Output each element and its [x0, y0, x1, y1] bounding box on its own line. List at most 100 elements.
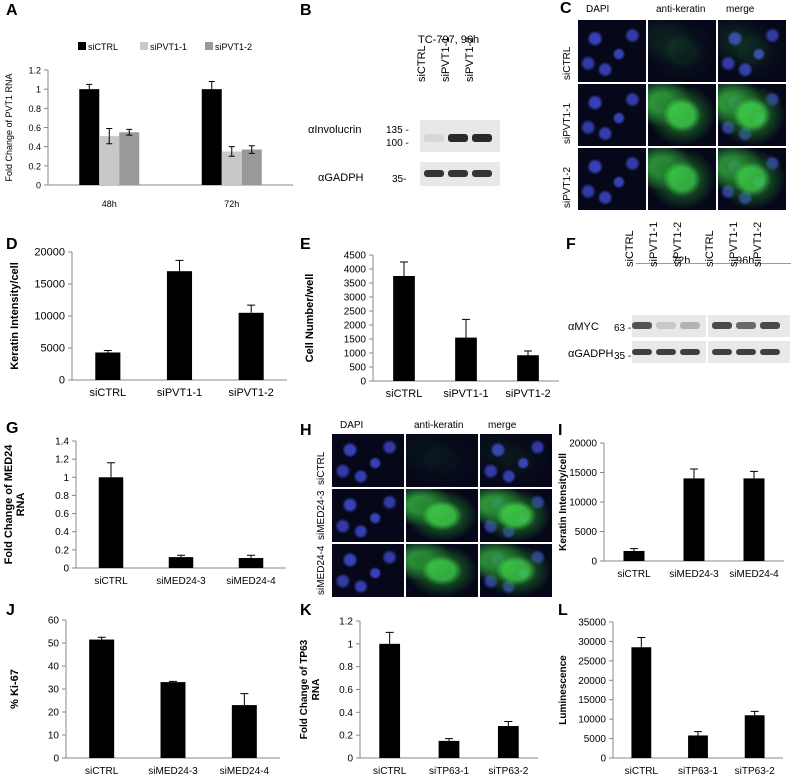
micro-column-label: merge	[726, 4, 755, 15]
chart-l-error-bar	[637, 637, 646, 648]
chart-a-bar	[79, 89, 100, 185]
chart-k-error-bar	[445, 738, 453, 741]
chart-a-error-bar	[86, 83, 93, 95]
chart-g-y-tick-label: 1.4	[55, 437, 69, 448]
chart-l-y-tick-label: 30000	[578, 637, 606, 648]
chart-i-x-tick-label: siCTRL	[617, 569, 651, 580]
chart-i-y-tick-label: 10000	[569, 498, 597, 509]
chart-g-error-bar	[247, 554, 255, 559]
panel-label-i: I	[558, 422, 563, 439]
blot-lane-label: siCTRL	[624, 230, 636, 267]
blot-f-row-label-myc: αMYC	[568, 321, 599, 333]
chart-l-y-tick-label: 10000	[578, 715, 606, 726]
chart-d-y-tick-label: 10000	[34, 311, 65, 323]
blot-band	[760, 322, 780, 329]
chart-l-luminescence: 0 5000 10000 15000 20000 25000 30000 35000 Lumin…	[558, 618, 783, 777]
micro-tile	[578, 84, 646, 146]
panel-label-g: G	[6, 420, 19, 437]
chart-g-y-tick-label: 0	[63, 564, 69, 575]
chart-l-bar	[631, 647, 652, 758]
chart-j-bar	[231, 705, 257, 758]
chart-j-bar	[89, 639, 115, 758]
chart-k-y-axis-label: Fold Change of TP63	[299, 639, 310, 739]
chart-g-bar	[98, 477, 124, 568]
chart-l-y-tick-label: 15000	[578, 695, 606, 706]
micro-tile	[648, 148, 716, 210]
micro-column-label: DAPI	[340, 420, 364, 431]
blot-b-marker-35: 35-	[392, 174, 407, 185]
chart-a-legend-label: siPVT1-1	[150, 42, 187, 52]
chart-e-y-axis-label: Cell Number/well	[304, 274, 316, 363]
chart-j-x-tick-label: siCTRL	[85, 766, 119, 777]
chart-d-bar	[238, 312, 264, 380]
chart-i-y-axis-label: Keratin Intensity/cell	[558, 453, 569, 551]
chart-g-y-axis-label-unit: RNA	[15, 493, 27, 517]
chart-a-bar	[99, 136, 120, 185]
chart-i-y-tick-label: 5000	[575, 527, 598, 538]
chart-e-y-tick-label: 1500	[344, 335, 367, 346]
chart-a-bar	[241, 149, 262, 185]
micro-tile	[648, 84, 716, 146]
blot-lane-label: siCTRL	[704, 230, 716, 267]
panel-label-j: J	[6, 602, 15, 619]
chart-d-bar	[166, 271, 193, 380]
panel-label-c: C	[560, 0, 572, 17]
chart-l-y-tick-label: 5000	[584, 734, 607, 745]
micro-tile	[332, 434, 404, 487]
chart-k-x-tick-label: siTP63-2	[488, 766, 528, 777]
chart-d-bar	[95, 352, 121, 380]
chart-k-x-tick-label: siCTRL	[373, 766, 407, 777]
chart-e-y-tick-label: 1000	[344, 349, 367, 360]
chart-j-y-tick-label: 50	[48, 639, 60, 650]
chart-j-y-tick-label: 0	[53, 754, 59, 765]
micro-tile	[406, 434, 478, 487]
chart-d-y-tick-label: 0	[59, 375, 65, 387]
chart-g-error-bar	[177, 554, 185, 558]
chart-e-error-bar	[524, 350, 532, 356]
blot-band	[448, 134, 468, 142]
chart-a-y-tick-label: 0.4	[28, 142, 41, 152]
blot-lane-label: siPVT1-2	[464, 36, 476, 82]
chart-a-x-tick-label: 48h	[102, 199, 117, 209]
chart-k-error-bar	[385, 631, 394, 644]
blot-band	[680, 322, 700, 329]
chart-i-error-bar	[750, 470, 758, 479]
chart-a-y-axis-label: Fold Change of PVT1 RNA	[4, 73, 14, 181]
chart-j-error-bar	[169, 680, 177, 683]
chart-d-y-axis-label: Keratin Intensity/cell	[9, 262, 21, 370]
micro-row-label: siCTRL	[316, 451, 327, 485]
chart-e-y-tick-label: 2500	[344, 307, 367, 318]
chart-l-y-tick-label: 0	[600, 754, 606, 765]
chart-e-y-tick-label: 2000	[344, 321, 367, 332]
micro-tile	[332, 489, 404, 542]
micro-column-label: anti-keratin	[656, 4, 706, 15]
blot-b-row-label-gadph: αGADPH	[318, 172, 364, 184]
chart-a-pvt1-rna: 0 0.2 0.4 0.6 0.8 1 1.2 Fold Change of PVT1 RNA…	[4, 42, 293, 209]
micro-tile	[480, 434, 552, 487]
panel-label-h: H	[300, 422, 312, 439]
chart-a-y-tick-label: 0.8	[28, 104, 41, 114]
micro-row-label: siPVT1-1	[562, 102, 573, 144]
chart-d-x-tick-label: siCTRL	[89, 387, 126, 399]
blot-band	[736, 349, 756, 355]
chart-j-y-tick-label: 10	[48, 731, 60, 742]
micro-tile	[648, 20, 716, 82]
chart-e-y-tick-label: 3500	[344, 279, 367, 290]
chart-d-x-tick-label: siPVT1-2	[229, 387, 274, 399]
panel-label-l: L	[558, 602, 568, 619]
chart-l-y-tick-label: 35000	[578, 618, 606, 629]
blot-f-group-72h: 72h	[672, 255, 691, 267]
chart-a-legend-label: siCTRL	[88, 42, 118, 52]
chart-k-bar	[497, 726, 519, 758]
chart-e-bar	[517, 355, 539, 381]
panel-label-d: D	[6, 236, 18, 253]
panel-label-k: K	[300, 602, 312, 619]
chart-k-bar	[379, 643, 401, 758]
chart-l-x-tick-label: siTP63-1	[678, 766, 718, 777]
chart-e-error-bar	[400, 261, 408, 276]
chart-l-x-tick-label: siTP63-2	[735, 766, 775, 777]
chart-a-error-bar	[208, 81, 215, 98]
panel-label-b: B	[300, 2, 312, 19]
chart-a-y-tick-label: 0.2	[28, 161, 41, 171]
chart-j-y-axis-label: % Ki-67	[9, 669, 21, 709]
